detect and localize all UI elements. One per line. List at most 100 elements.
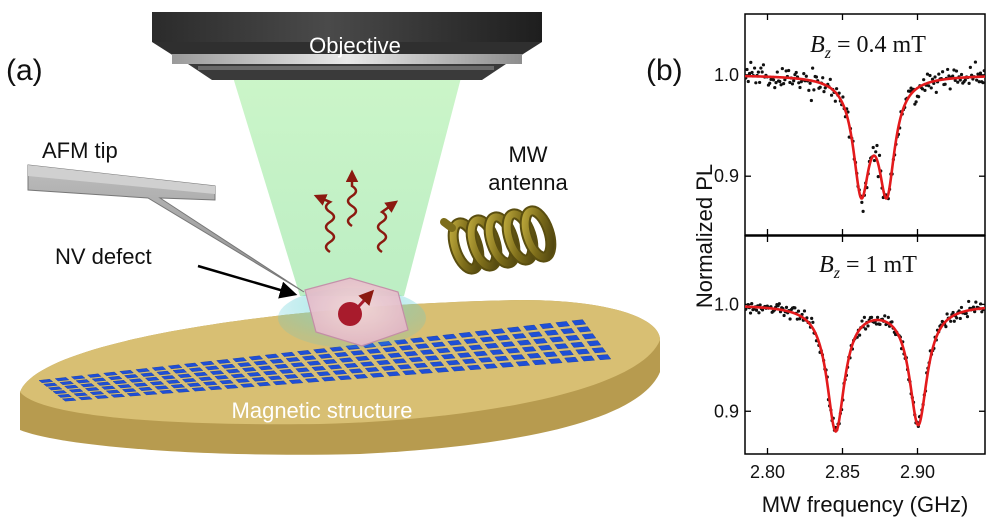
- magnetic-tile: [355, 355, 370, 361]
- magnetic-tile: [353, 374, 369, 379]
- magnetic-tile: [526, 352, 542, 359]
- magnetic-tile: [445, 360, 461, 366]
- magnetic-tile: [387, 352, 403, 358]
- data-point: [929, 86, 933, 90]
- magnetic-tile: [151, 366, 167, 371]
- magnetic-tile: [575, 348, 590, 355]
- magnetic-tile: [267, 375, 283, 381]
- magnetic-tile: [232, 357, 247, 363]
- magnetic-tile: [121, 388, 137, 393]
- magnetic-tile: [107, 375, 123, 381]
- data-point: [951, 310, 955, 315]
- magnetic-tile: [436, 347, 451, 354]
- magnetic-tile: [154, 385, 170, 390]
- magnetic-tile: [479, 336, 495, 343]
- magnetic-tile: [511, 333, 527, 339]
- data-point: [782, 313, 786, 318]
- data-point: [757, 311, 761, 315]
- data-point: [754, 81, 758, 85]
- magnetic-tile: [167, 364, 183, 370]
- plot-bottom-frame: [744, 235, 986, 455]
- magnetic-tile: [381, 365, 396, 371]
- magnetic-tile: [110, 393, 126, 398]
- magnetic-tile: [230, 373, 246, 379]
- data-point: [760, 70, 764, 74]
- magnetic-tile: [376, 360, 391, 366]
- magnetic-tile: [554, 343, 569, 350]
- data-point: [811, 66, 815, 70]
- data-point: [877, 153, 882, 157]
- magnetic-tile: [64, 384, 79, 389]
- data-point: [821, 76, 825, 80]
- data-point: [810, 316, 814, 320]
- fit-curve: [745, 74, 985, 200]
- magnetic-tile: [138, 386, 153, 391]
- magnetic-tile: [253, 360, 268, 366]
- data-point: [798, 85, 802, 90]
- data-point: [784, 69, 788, 73]
- panel-b: (b) Normalized PL MW frequency (GHz) 1.0…: [646, 13, 986, 517]
- magnetic-tile: [521, 346, 537, 352]
- data-point: [780, 66, 784, 71]
- magnetic-tile: [214, 375, 230, 380]
- magnetic-tile: [258, 365, 273, 371]
- magnetic-tile: [221, 363, 236, 369]
- magnetic-tile: [458, 332, 474, 338]
- magnetic-tile: [73, 392, 89, 397]
- magnetic-tile: [311, 366, 327, 371]
- y-tick-label: 1.0: [714, 294, 739, 314]
- data-point: [959, 72, 964, 77]
- field-symbol: B: [810, 32, 825, 58]
- data-point: [793, 306, 797, 310]
- magnetic-tile: [360, 361, 375, 367]
- y-tick-label: 0.9: [714, 401, 739, 421]
- field-value: = 0.4 mT: [831, 32, 926, 58]
- magnetic-tile: [515, 360, 531, 367]
- data-point: [775, 70, 779, 74]
- magnetic-tile: [528, 331, 543, 338]
- field-annotation: Bz = 0.4 mT: [810, 32, 926, 62]
- magnetic-tile: [279, 369, 294, 374]
- magnetic-tile: [403, 351, 419, 357]
- data-point: [928, 73, 932, 78]
- photon-wave: [376, 200, 399, 254]
- magnetic-tile: [327, 364, 343, 370]
- data-point: [802, 309, 807, 313]
- magnetic-tile: [348, 368, 364, 374]
- magnetic-tile: [440, 353, 456, 360]
- data-point: [927, 84, 931, 88]
- magnetic-tile: [300, 372, 315, 378]
- magnetic-tile: [402, 370, 417, 376]
- data-point: [787, 68, 791, 73]
- data-point: [788, 80, 792, 85]
- data-point: [914, 100, 918, 104]
- data-point: [947, 74, 951, 78]
- magnetic-tile: [128, 378, 144, 383]
- magnetic-tile: [500, 341, 516, 348]
- magnetic-tile: [474, 330, 490, 336]
- magnetic-tile: [262, 370, 278, 376]
- data-point: [858, 333, 862, 337]
- data-point: [773, 86, 777, 90]
- data-point: [778, 79, 782, 84]
- magnetic-tile: [505, 347, 521, 354]
- magnetic-tile: [586, 340, 602, 347]
- magnetic-tile: [580, 355, 595, 362]
- data-point: [804, 74, 808, 78]
- data-point: [761, 63, 766, 67]
- data-point: [797, 81, 801, 85]
- magnetic-tile: [570, 341, 585, 348]
- magnetic-tile: [332, 369, 348, 375]
- data-point: [807, 88, 811, 92]
- data-point: [829, 93, 834, 97]
- data-point: [841, 95, 845, 99]
- magnetic-tile: [59, 381, 75, 386]
- field-subscript: z: [824, 45, 832, 62]
- magnetic-tile: [398, 345, 414, 351]
- coil-lead: [440, 218, 456, 232]
- magnetic-tile: [463, 338, 479, 344]
- magnetic-tile: [78, 396, 93, 401]
- magnetic-tile: [96, 381, 112, 386]
- data-point: [968, 65, 972, 69]
- x-tick-label: 2.85: [825, 462, 860, 482]
